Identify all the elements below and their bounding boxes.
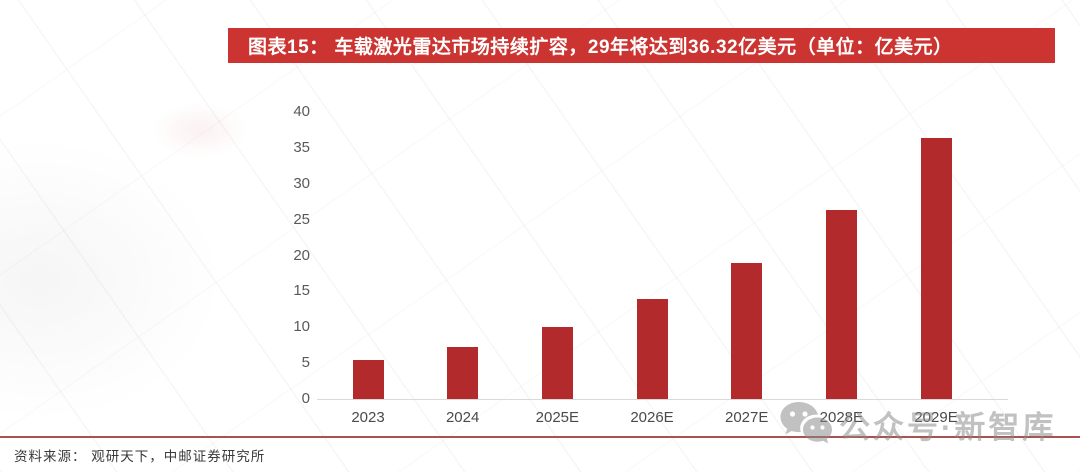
y-tick-label: 40 (293, 103, 310, 120)
x-axis-label-2026E: 2026E (630, 409, 674, 426)
y-tick-label: 5 (301, 354, 310, 372)
y-tick-label: 10 (293, 318, 310, 336)
bar-2023 (352, 360, 384, 399)
x-axis-label-2029E: 2029E (914, 409, 958, 426)
watermark-text: 公众号·新智库 (839, 409, 1057, 445)
y-tick-label: 35 (293, 138, 310, 156)
y-tick-label: 20 (293, 246, 310, 264)
source-note: 资料来源： 观研天下，中邮证券研究所 (14, 449, 266, 464)
x-axis-label-2027E: 2027E (724, 409, 769, 426)
bar-2029E (920, 138, 952, 399)
bar-2024 (447, 346, 479, 399)
bar-2027E (731, 262, 763, 399)
x-axis-label-2028E: 2028E (819, 409, 864, 426)
wechat-icon (778, 399, 834, 449)
chart-title-banner: 图表15： 车载激光雷达市场持续扩容，29年将达到36.32亿美元（单位：亿美元… (228, 28, 1055, 63)
bar-2025E (541, 326, 573, 399)
chart-title: 图表15： 车载激光雷达市场持续扩容，29年将达到36.32亿美元（单位：亿美元… (248, 37, 953, 58)
bar-2028E (825, 209, 857, 399)
watermark: 公众号·新智库 (778, 398, 1056, 450)
x-axis-label-2023: 2023 (351, 409, 385, 426)
separator-line (0, 436, 1080, 438)
y-tick-label: 30 (293, 174, 310, 192)
x-axis-label-2025E: 2025E (535, 409, 580, 426)
x-axis-line (317, 399, 1008, 400)
x-axis-label-2024: 2024 (445, 409, 480, 426)
y-tick-label: 15 (293, 282, 310, 300)
y-tick-label: 25 (293, 210, 310, 228)
bar-2026E (636, 299, 668, 399)
y-tick-label: 0 (301, 390, 310, 407)
